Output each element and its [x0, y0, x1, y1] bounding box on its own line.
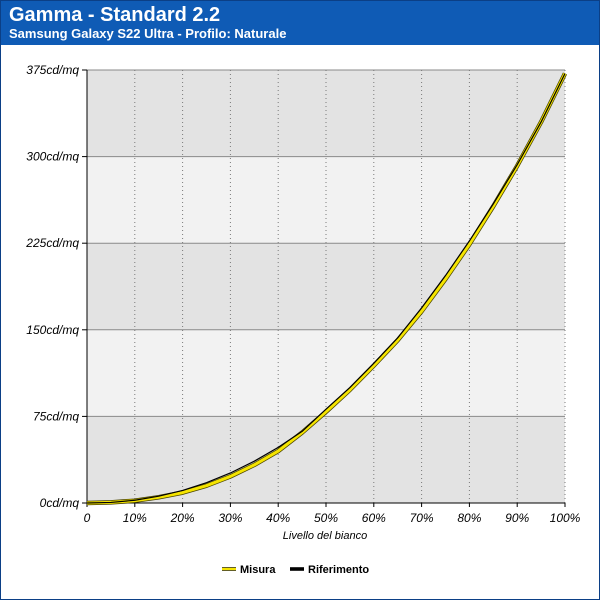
- x-tick-label: 100%: [550, 511, 581, 525]
- chart-header: Gamma - Standard 2.2 Samsung Galaxy S22 …: [1, 1, 599, 45]
- y-tick-label: 0cd/mq: [40, 496, 80, 510]
- x-tick-label: 90%: [505, 511, 529, 525]
- background-band: [87, 156, 565, 244]
- x-tick-label: 70%: [410, 511, 434, 525]
- x-tick-label: 80%: [457, 511, 481, 525]
- x-tick-label: 20%: [170, 511, 195, 525]
- chart-title: Gamma - Standard 2.2: [9, 4, 221, 26]
- x-tick-label: 30%: [218, 511, 242, 525]
- y-tick-label: 150cd/mq: [26, 323, 79, 337]
- y-tick-label: 300cd/mq: [26, 150, 79, 164]
- y-tick-label: 75cd/mq: [33, 409, 79, 423]
- x-tick-label: 0: [84, 511, 91, 525]
- x-tick-label: 50%: [314, 511, 338, 525]
- y-tick-label: 375cd/mq: [26, 63, 79, 77]
- y-tick-labels: 0cd/mq 75cd/mq 150cd/mq 225cd/mq 300cd/mq 375…: [25, 63, 79, 510]
- series-lines: [86, 72, 568, 506]
- x-axis-title: Livello del bianco: [283, 530, 367, 542]
- x-tick-label: 10%: [123, 511, 147, 525]
- series-misura-line: [86, 72, 567, 505]
- legend: Misura Riferimento: [222, 564, 369, 576]
- x-tick-label: 60%: [362, 511, 386, 525]
- legend-label: Riferimento: [308, 564, 369, 576]
- y-tick-label: 225cd/mq: [25, 236, 79, 250]
- series-riferimento-line: [86, 73, 566, 504]
- axes: [82, 69, 566, 507]
- legend-label: Misura: [240, 564, 276, 576]
- chart-subtitle: Samsung Galaxy S22 Ultra - Profilo: Natu…: [9, 26, 287, 41]
- x-tick-labels: 0 10% 20% 30% 40% 50% 60% 70% 80% 90% 100%: [84, 511, 581, 525]
- x-tick-label: 40%: [266, 511, 290, 525]
- background-band: [87, 329, 565, 417]
